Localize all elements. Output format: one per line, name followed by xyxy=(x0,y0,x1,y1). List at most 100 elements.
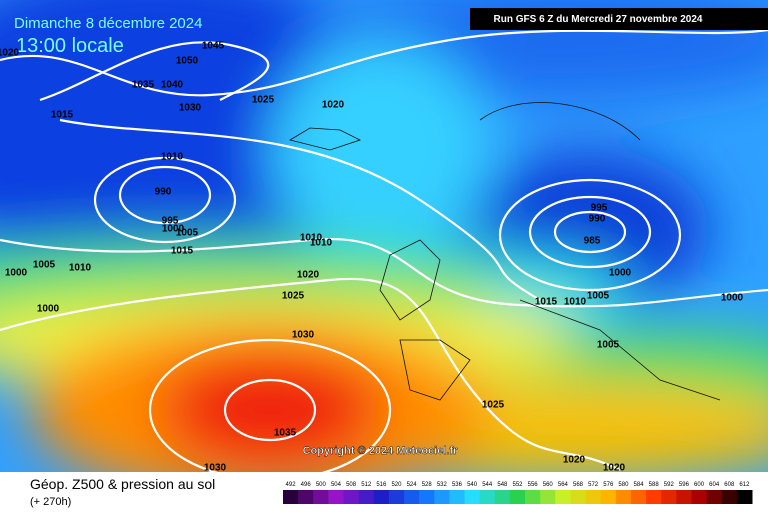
colorbar-label: 584 xyxy=(634,482,645,488)
colorbar-cell xyxy=(676,490,692,504)
isobar-label: 1010 xyxy=(564,297,587,308)
colorbar-label: 556 xyxy=(528,482,539,488)
forecast-date: Dimanche 8 décembre 2024 xyxy=(14,15,202,32)
isobar-label: 995 xyxy=(162,216,179,227)
colorbar-label: 552 xyxy=(512,482,523,488)
colorbar-label: 516 xyxy=(376,482,387,488)
isobar-label: 1005 xyxy=(176,228,199,239)
isobar-label: 1040 xyxy=(161,80,184,91)
colorbar-label: 540 xyxy=(467,482,478,488)
isobar-label: 1020 xyxy=(603,463,626,474)
colorbar-cell xyxy=(706,490,723,504)
colorbar-label: 592 xyxy=(664,482,675,488)
copyright: Copyright © 2024 Meteociel.fr xyxy=(303,445,459,457)
isobar-label: 1000 xyxy=(37,304,60,315)
isobar-label: 990 xyxy=(155,187,172,198)
colorbar: 492 496 500 504 508 512 516 520 524 528 532 536 540 5… xyxy=(283,482,753,504)
colorbar-cell xyxy=(555,490,571,504)
colorbar-label: 596 xyxy=(679,482,690,488)
isobars xyxy=(0,28,768,472)
isobar-label: 1035 xyxy=(132,80,155,91)
colorbar-cell xyxy=(509,490,526,504)
colorbar-label: 500 xyxy=(316,482,327,488)
colorbar-cell xyxy=(419,490,435,504)
isobar-label: 1030 xyxy=(292,330,315,341)
colorbar-label: 608 xyxy=(724,482,735,488)
colorbar-cell xyxy=(358,490,375,504)
colorbar-label: 544 xyxy=(482,482,493,488)
colorbar-cell xyxy=(661,490,677,504)
lead-time: (+ 270h) xyxy=(30,496,71,508)
colorbar-label: 572 xyxy=(588,482,599,488)
colorbar-cell xyxy=(630,490,647,504)
colorbar-label: 600 xyxy=(694,482,705,488)
isobar-label: 1005 xyxy=(597,340,620,351)
colorbar-label: 496 xyxy=(301,482,312,488)
coastlines xyxy=(288,102,721,401)
isobar-label: 1020 xyxy=(0,48,20,59)
isobar-label: 1020 xyxy=(322,100,345,111)
isobar-label: 1005 xyxy=(33,260,56,271)
colorbar-cell xyxy=(736,490,753,504)
colorbar-label: 504 xyxy=(331,482,342,488)
colorbar-cell xyxy=(615,490,632,504)
isobar-label: 1020 xyxy=(297,270,320,281)
colorbar-cell xyxy=(494,490,511,504)
isobar-label: 1010 xyxy=(69,263,92,274)
colorbar-cell xyxy=(540,490,556,504)
colorbar-label: 588 xyxy=(649,482,660,488)
colorbar-cell xyxy=(388,490,405,504)
isobar-label: 1000 xyxy=(721,293,744,304)
geopotential-field xyxy=(0,0,768,472)
colorbar-cell xyxy=(646,490,662,504)
colorbar-cell xyxy=(404,490,420,504)
run-banner xyxy=(470,8,768,30)
isobar-label: 1035 xyxy=(274,428,297,439)
isobar-label: 990 xyxy=(589,214,606,225)
colorbar-cell xyxy=(313,490,329,504)
colorbar-cell xyxy=(570,490,587,504)
isobar-label: 1020 xyxy=(563,455,586,466)
colorbar-cell xyxy=(525,490,541,504)
colorbar-cell xyxy=(449,490,466,504)
colorbar-label: 560 xyxy=(543,482,554,488)
colorbar-cell xyxy=(721,490,738,504)
isobar-label: 1030 xyxy=(204,463,227,474)
isobar-label: 1010 xyxy=(310,238,333,249)
colorbar-cell xyxy=(298,490,314,504)
isobar-label: 1000 xyxy=(162,224,185,235)
isobar-label: 1000 xyxy=(5,268,28,279)
colorbar-label: 520 xyxy=(391,482,402,488)
isobar-label: 995 xyxy=(591,203,608,214)
isobar-label: 1015 xyxy=(535,297,558,308)
colorbar-cell xyxy=(373,490,390,504)
isobar-label: 1025 xyxy=(252,95,275,106)
colorbar-cell xyxy=(600,490,617,504)
colorbar-label: 612 xyxy=(739,482,750,488)
isobar-label: 985 xyxy=(584,236,601,247)
isobar-label: 1025 xyxy=(482,400,505,411)
colorbar-label: 564 xyxy=(558,482,569,488)
colorbar-label: 576 xyxy=(603,482,614,488)
colorbar-cell xyxy=(328,490,345,504)
run-info: Run GFS 6 Z du Mercredi 27 novembre 2024 xyxy=(494,14,703,25)
colorbar-cell xyxy=(343,490,360,504)
isobar-label: 1025 xyxy=(282,291,305,302)
colorbar-cell xyxy=(464,490,481,504)
isobar-label: 1030 xyxy=(179,103,202,114)
colorbar-cell xyxy=(283,490,299,504)
colorbar-label: 492 xyxy=(286,482,297,488)
colorbar-label: 532 xyxy=(437,482,448,488)
isobar-label: 1050 xyxy=(176,56,199,67)
footer-title: Géop. Z500 & pression au sol xyxy=(30,476,215,492)
isobar-label: 1010 xyxy=(161,152,184,163)
colorbar-label: 580 xyxy=(618,482,629,488)
colorbar-cell xyxy=(691,490,708,504)
colorbar-cell xyxy=(585,490,602,504)
colorbar-cell xyxy=(479,490,496,504)
colorbar-label: 508 xyxy=(346,482,357,488)
colorbar-label: 548 xyxy=(497,482,508,488)
isobar-label: 1000 xyxy=(609,268,632,279)
colorbar-label: 568 xyxy=(573,482,584,488)
